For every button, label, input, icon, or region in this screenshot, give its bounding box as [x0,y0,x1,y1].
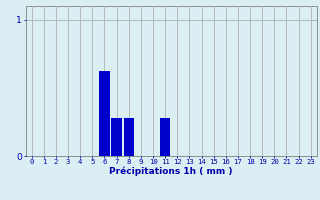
Bar [99,71,110,156]
Bar [111,118,122,156]
Bar [124,118,134,156]
Bar [160,118,170,156]
X-axis label: Précipitations 1h ( mm ): Précipitations 1h ( mm ) [109,166,233,176]
